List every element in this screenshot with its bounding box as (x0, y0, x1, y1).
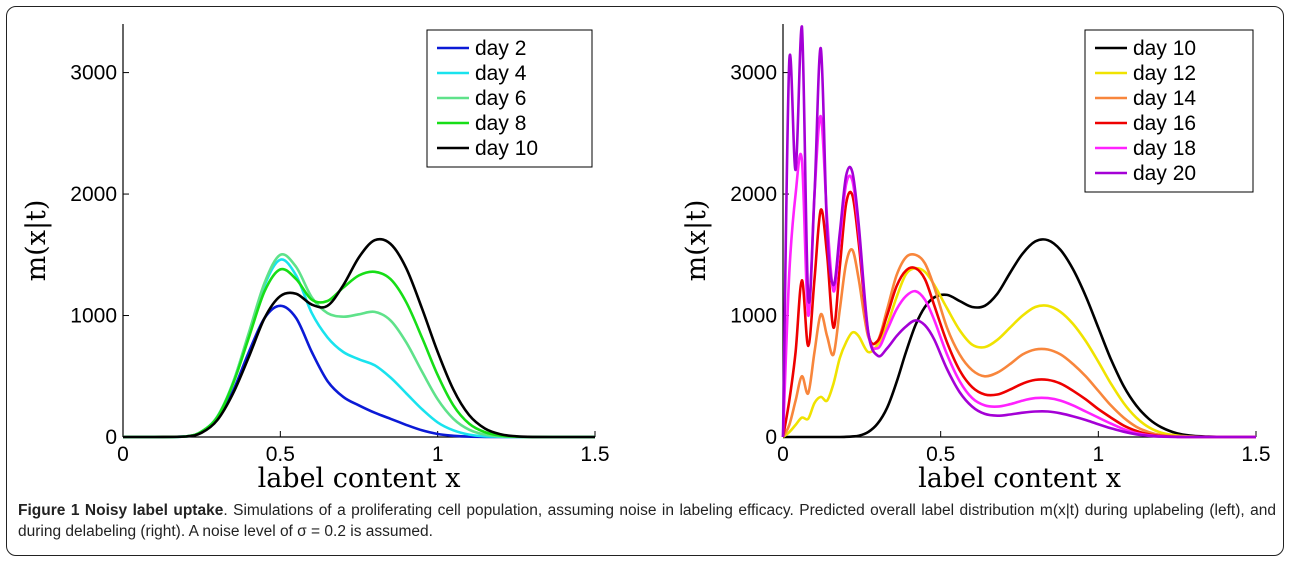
x-tick-label: 0.5 (266, 443, 295, 466)
figure-charts: 0 0.5 1 1.5 0 1000 2000 3000 label content x m(x|… (21, 24, 1271, 494)
x-tick-label: 0 (117, 443, 129, 466)
caption-title: Noisy label uptake (84, 502, 224, 519)
x-tick-label: 1 (1092, 443, 1104, 466)
y-tick-label: 2000 (70, 183, 117, 206)
legend-label: day 12 (1133, 62, 1196, 85)
series-line-day-14 (781, 248, 1256, 439)
caption-label: Figure 1 (18, 502, 80, 519)
legend-label: day 16 (1133, 112, 1196, 135)
legend-label: day 2 (475, 37, 526, 60)
x-tick-label: 0 (777, 443, 789, 466)
y-tick-label: 0 (765, 426, 777, 449)
y-tick-label: 3000 (730, 62, 777, 85)
x-tick-label: 1.5 (580, 443, 609, 466)
legend-label: day 10 (475, 137, 538, 160)
x-tick-label: 1.5 (1241, 443, 1270, 466)
caption-text: . Simulations of a proliferating cell po… (18, 502, 1277, 540)
legend-label: day 14 (1133, 87, 1196, 110)
legend-label: day 8 (475, 112, 526, 135)
y-tick-label: 1000 (70, 305, 117, 328)
legend-box (1084, 29, 1254, 193)
y-axis-label: m(x|t) (681, 200, 712, 282)
figure-frame (6, 6, 1284, 556)
series-line-day-6 (123, 253, 595, 439)
legend-label: day 20 (1133, 162, 1196, 185)
series-line-day-16 (781, 190, 1256, 439)
series-line-day-2 (123, 304, 595, 439)
series-line-day-12 (782, 266, 1256, 439)
y-axis-label: m(x|t) (21, 200, 52, 282)
legend-label: day 18 (1133, 137, 1196, 160)
series-line-day-10 (783, 238, 1256, 439)
y-tick-label: 0 (105, 426, 117, 449)
x-tick-label: 1 (432, 443, 444, 466)
x-axis-label: label content x (258, 463, 461, 494)
series-line-day-4 (123, 258, 595, 439)
y-tick-label: 3000 (70, 62, 117, 85)
figure-caption: Figure 1 Noisy label uptake. Simulations… (18, 500, 1276, 542)
y-tick-label: 1000 (730, 305, 777, 328)
legend-label: day 10 (1133, 37, 1196, 60)
series-line-day-8 (123, 267, 595, 439)
y-tick-label: 2000 (730, 183, 777, 206)
legend-label: day 6 (475, 87, 526, 110)
series-line-day-10 (123, 237, 595, 439)
x-axis-label: label content x (918, 463, 1121, 494)
series-line-day-20 (781, 25, 1256, 439)
x-tick-label: 0.5 (926, 443, 955, 466)
series-line-day-18 (781, 114, 1256, 439)
chart-1: 0 0.5 1 1.5 0 1000 2000 3000 label content x m(x|… (21, 24, 610, 494)
chart-2: 0 0.5 1 1.5 0 1000 2000 3000 label content x m(x|… (681, 24, 1271, 494)
legend-label: day 4 (475, 62, 527, 85)
